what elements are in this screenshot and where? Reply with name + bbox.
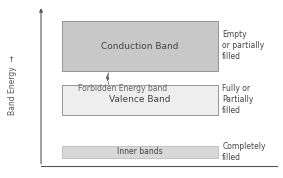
Text: Band Energy  →: Band Energy →	[8, 56, 17, 115]
Text: Valence Band: Valence Band	[109, 95, 171, 104]
Text: Fully or
Partially
filled: Fully or Partially filled	[222, 84, 254, 115]
Text: Inner bands: Inner bands	[117, 147, 163, 156]
Text: Conduction Band: Conduction Band	[101, 42, 179, 51]
Text: Forbidden Energy band: Forbidden Energy band	[78, 84, 168, 93]
Bar	[62, 85, 218, 115]
Text: Empty
or partially
filled: Empty or partially filled	[222, 30, 264, 61]
Bar	[62, 146, 218, 158]
Text: Completely
filled: Completely filled	[222, 142, 266, 162]
Bar	[62, 21, 218, 71]
